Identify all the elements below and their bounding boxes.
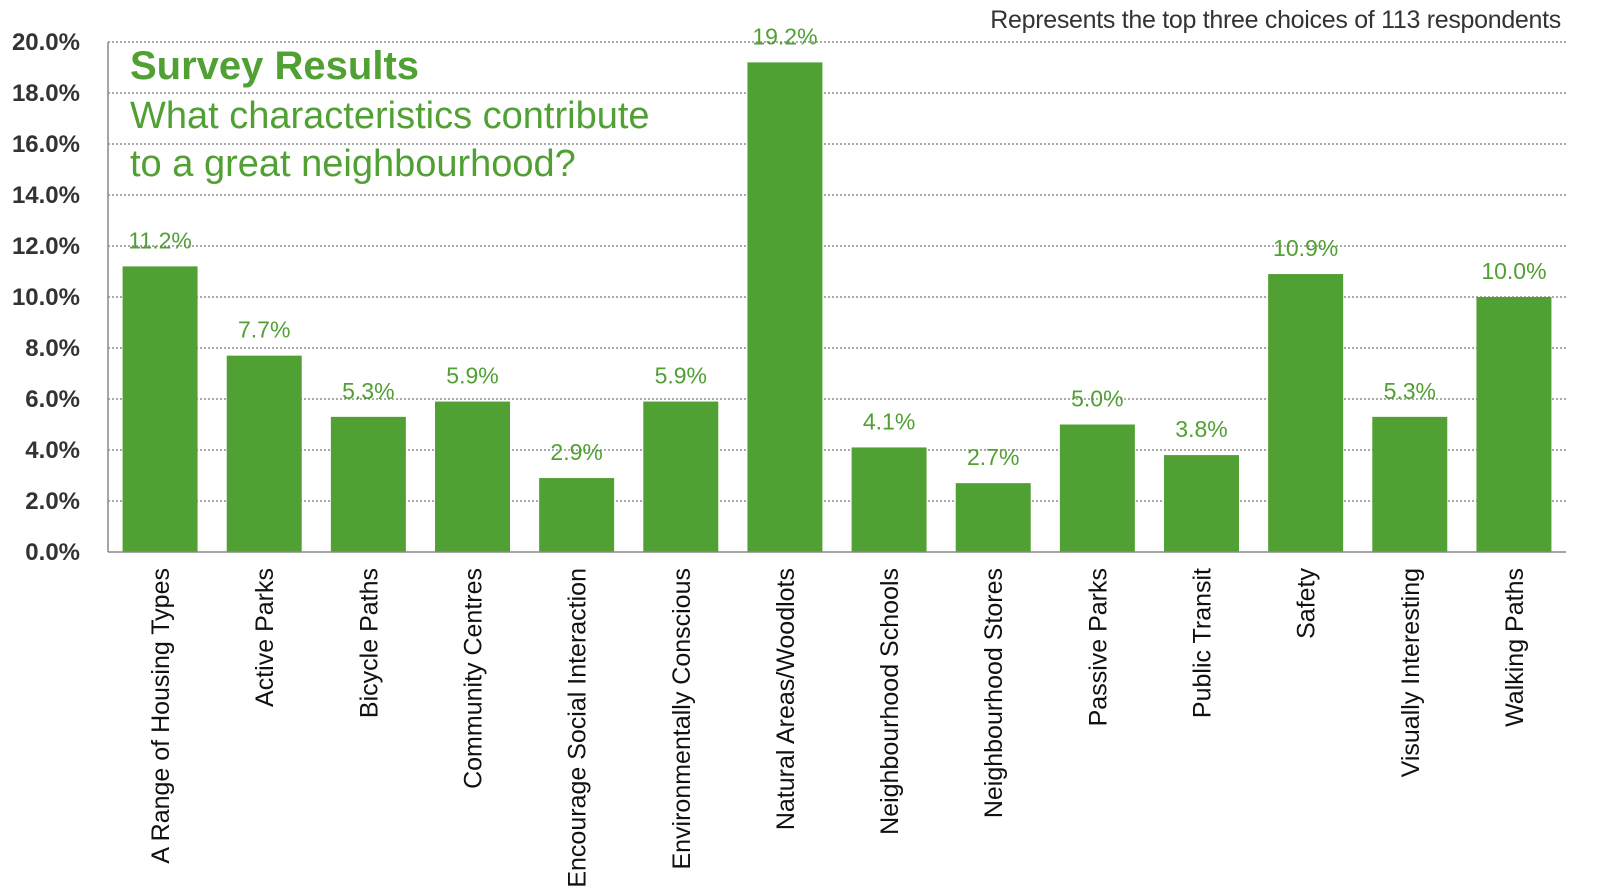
x-tick-label: Visually Interesting [1397, 568, 1425, 777]
y-tick-label: 4.0% [25, 437, 80, 464]
data-label: 2.9% [550, 439, 602, 465]
y-tick-label: 16.0% [12, 131, 80, 158]
bar [643, 401, 719, 552]
x-tick-label: Bicycle Paths [355, 568, 383, 718]
data-label: 5.3% [342, 378, 394, 404]
x-tick-label: Natural Areas/Woodlots [772, 568, 800, 830]
data-label: 5.9% [655, 363, 707, 389]
bar [1059, 424, 1135, 552]
y-tick-label: 12.0% [12, 233, 80, 260]
data-label: 11.2% [128, 227, 192, 253]
x-tick-label: A Range of Housing Types [147, 568, 175, 864]
data-label: 7.7% [238, 317, 290, 343]
x-axis: A Range of Housing Types Active Parks Bicy… [147, 568, 1529, 888]
y-tick-label: 10.0% [12, 284, 80, 311]
data-label: 3.8% [1175, 416, 1227, 442]
bar [747, 62, 823, 553]
x-tick-label: Neighbourhood Stores [980, 568, 1008, 818]
x-tick-label: Safety [1293, 568, 1321, 639]
bar [1268, 274, 1344, 552]
y-tick-label: 6.0% [25, 386, 80, 413]
x-tick-label: Active Parks [251, 568, 279, 707]
y-tick-label: 8.0% [25, 335, 80, 362]
bar [435, 401, 510, 552]
x-tick-label: Environmentally Conscious [668, 568, 696, 870]
bar [539, 478, 615, 552]
bar [226, 355, 302, 552]
data-label: 5.3% [1384, 378, 1436, 404]
y-tick-label: 14.0% [12, 182, 80, 209]
x-tick-label: Encourage Social Interaction [564, 568, 592, 888]
y-tick-label: 18.0% [12, 80, 80, 107]
bar [1164, 455, 1239, 552]
y-tick-label: 0.0% [25, 539, 80, 566]
respondents-note: Represents the top three choices of 113 … [990, 6, 1561, 34]
bar [1372, 416, 1448, 552]
x-tick-label: Community Centres [460, 568, 488, 789]
x-tick-label: Walking Paths [1501, 568, 1529, 727]
data-label: 10.0% [1481, 258, 1546, 284]
bar [955, 483, 1031, 552]
gridlines [108, 41, 1566, 502]
y-axis: 0.0% 2.0% 4.0% 6.0% 8.0% 10.0% 12.0% 14.0% 16.0%… [12, 29, 1566, 566]
bars [122, 62, 1552, 553]
data-labels: 11.2% 7.7% 5.3% 5.9% 2.9% 5.9% 19.2% 4.1% 2.7% 5.… [128, 23, 1546, 470]
data-label: 5.9% [446, 363, 498, 389]
data-label: 2.7% [967, 444, 1019, 470]
bar [122, 266, 198, 552]
bar [1476, 297, 1552, 552]
x-tick-label: Passive Parks [1084, 568, 1112, 726]
data-label: 10.9% [1273, 235, 1338, 261]
y-tick-label: 2.0% [25, 488, 80, 515]
x-tick-label: Public Transit [1189, 568, 1217, 718]
x-tick-label: Neighbourhood Schools [876, 568, 904, 835]
bar [330, 416, 406, 552]
bar [851, 447, 927, 552]
data-label: 4.1% [863, 408, 915, 434]
y-tick-label: 20.0% [12, 29, 80, 56]
data-label: 19.2% [752, 23, 817, 49]
data-label: 5.0% [1071, 386, 1123, 412]
